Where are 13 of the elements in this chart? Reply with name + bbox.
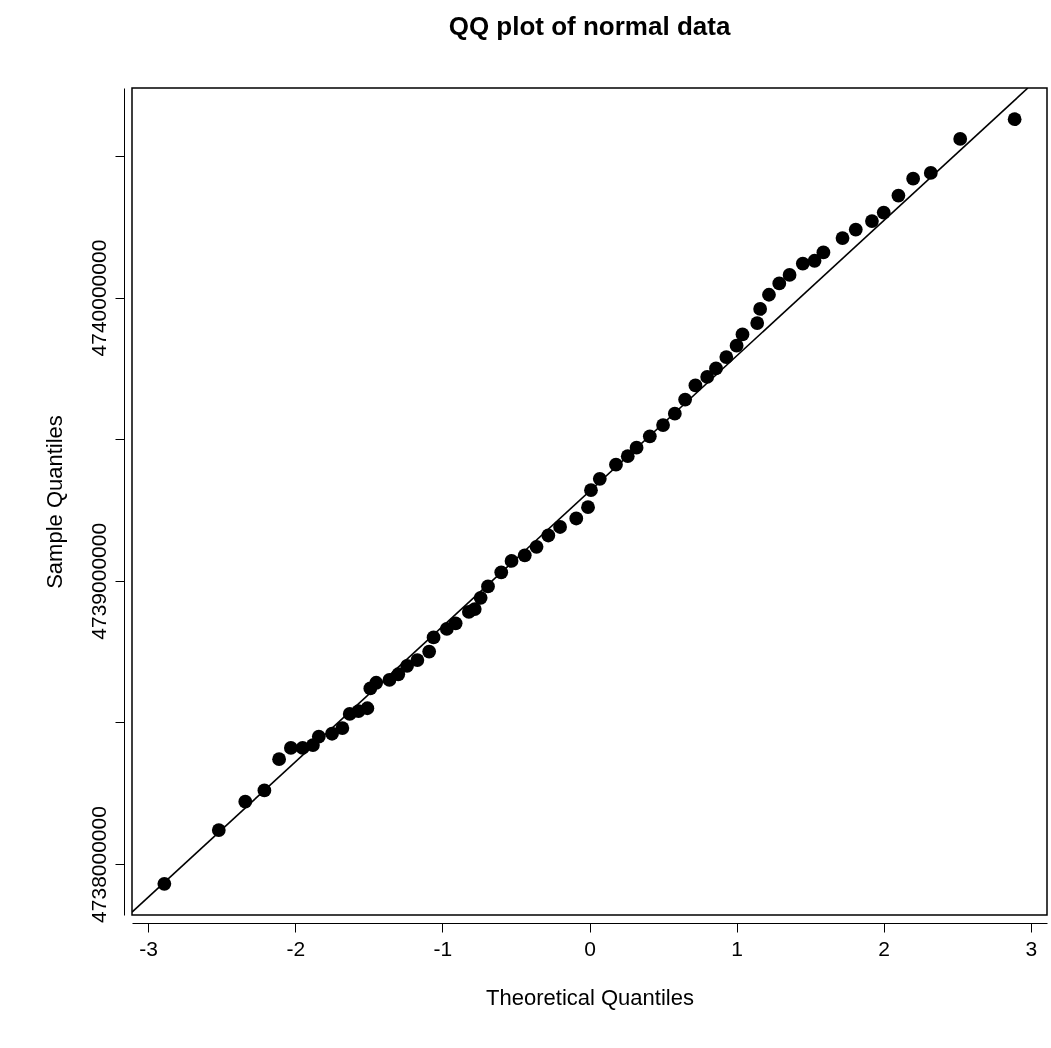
x-tick-label: 1 — [731, 936, 743, 960]
x-tick-label: 0 — [584, 936, 596, 960]
x-tick-label: 3 — [1025, 936, 1038, 960]
y-tick-label: 4740000000 — [86, 239, 110, 357]
y-tick-label: 4738000000 — [86, 806, 110, 923]
x-tick-label: -2 — [286, 936, 306, 960]
x-tick-label: -3 — [139, 936, 159, 960]
x-axis-title: Theoretical Quantiles — [486, 984, 694, 1010]
y-axis-title: Sample Quantiles — [41, 415, 67, 589]
y-tick-label: 4739000000 — [86, 522, 110, 640]
x-tick-label: -1 — [433, 936, 453, 960]
x-tick-label: 2 — [878, 936, 891, 960]
chart-title: QQ plot of normal data — [448, 11, 731, 41]
